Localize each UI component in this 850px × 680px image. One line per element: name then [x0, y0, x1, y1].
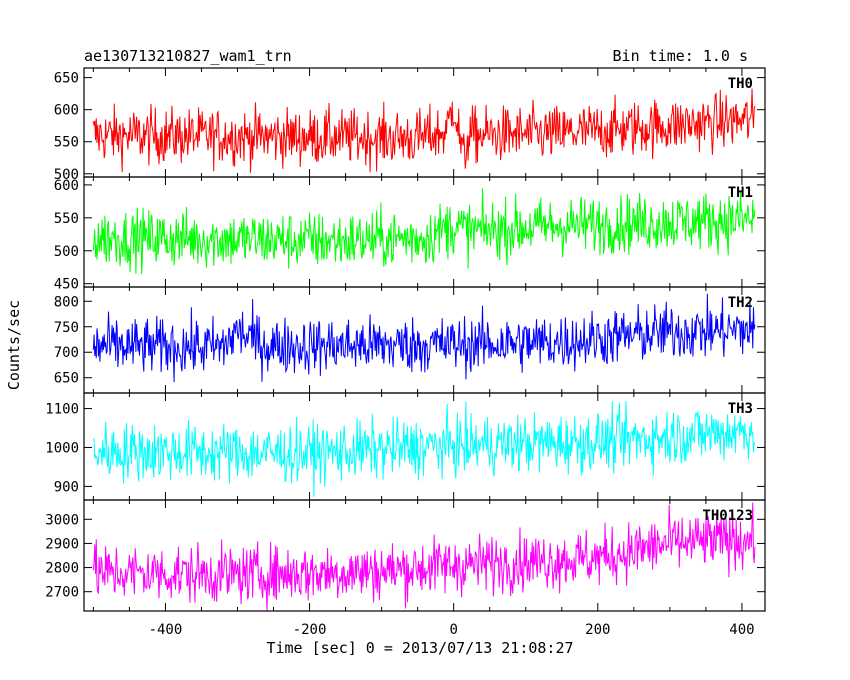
y-tick-label: 2700 — [45, 585, 79, 601]
y-tick-label: 600 — [54, 178, 79, 194]
panel-th0123: 2700 2800 2900 3000 TH0123 — [45, 499, 766, 612]
y-tick-label: 2900 — [45, 536, 79, 552]
y-tick-label: 1000 — [45, 440, 79, 456]
x-tick-label: -200 — [293, 622, 327, 638]
x-tick-label: 0 — [449, 622, 457, 638]
y-tick-label: 550 — [54, 211, 79, 227]
y-tick-label: 500 — [54, 167, 79, 183]
panel-th0: 500 550 600 650 TH0 — [54, 67, 766, 183]
y-tick-label: 650 — [54, 71, 79, 87]
plot-title: ae130713210827_wam1_trn — [84, 47, 292, 65]
panel-label: TH2 — [728, 295, 753, 311]
x-tick-label: -400 — [149, 622, 183, 638]
y-tick-label: 1100 — [45, 402, 79, 418]
series-line-th3 — [92, 400, 756, 497]
y-tick-label: 450 — [54, 277, 79, 293]
panel-label: TH0123 — [702, 508, 753, 524]
series-line-th2 — [92, 293, 756, 383]
panel-th2: 650 700 750 800 TH2 — [54, 286, 766, 394]
y-tick-label: 550 — [54, 135, 79, 151]
y-axis-label: Counts/sec — [5, 300, 23, 390]
panel-frame — [83, 499, 766, 612]
panel-label: TH0 — [728, 76, 753, 92]
y-tick-label: 600 — [54, 103, 79, 119]
y-tick-label: 800 — [54, 294, 79, 310]
x-axis-label: Time [sec] 0 = 2013/07/13 21:08:27 — [266, 639, 573, 657]
panel-label: TH3 — [728, 401, 753, 417]
y-tick-label: 750 — [54, 320, 79, 336]
panels-group: 500 550 600 650 TH0 450 500 550 600 TH1 650 700 750 8… — [45, 67, 766, 638]
y-tick-label: 2800 — [45, 561, 79, 577]
y-tick-label: 650 — [54, 371, 79, 387]
x-tick-label: 200 — [585, 622, 610, 638]
y-tick-label: 700 — [54, 345, 79, 361]
bin-time-label: Bin time: 1.0 s — [613, 47, 748, 65]
x-tick-label: 400 — [729, 622, 754, 638]
series-line-th0 — [92, 88, 756, 173]
panel-th1: 450 500 550 600 TH1 — [54, 176, 766, 293]
y-tick-label: 3000 — [45, 512, 79, 528]
y-tick-label: 900 — [54, 479, 79, 495]
y-tick-label: 500 — [54, 244, 79, 260]
panel-th3: 900 1000 1100 TH3 — [45, 392, 766, 501]
series-line-th0123 — [92, 502, 756, 611]
series-line-th1 — [92, 188, 756, 275]
panel-label: TH1 — [728, 185, 753, 201]
